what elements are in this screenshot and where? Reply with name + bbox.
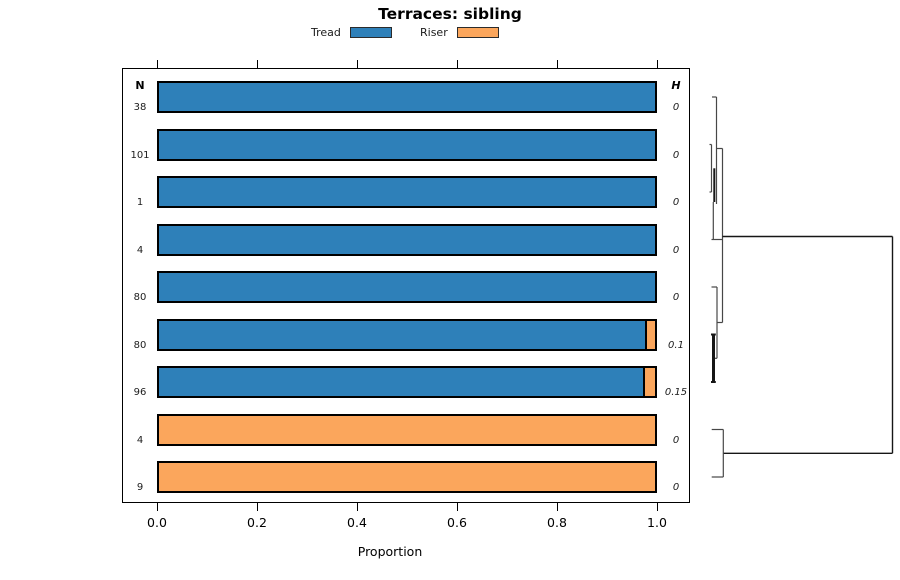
x-tick-bottom <box>356 503 358 511</box>
x-tick-bottom <box>656 503 658 511</box>
bar-cabba <box>157 461 657 493</box>
h-value-arnegard: 0 <box>672 244 680 256</box>
x-tick-top <box>356 60 358 68</box>
n-value-belfield: 80 <box>133 292 147 303</box>
h-value-felor: 0 <box>672 197 680 208</box>
h-value-belfield: 0 <box>672 292 680 303</box>
x-tick-top <box>556 60 558 68</box>
bar-rhoades <box>157 81 657 113</box>
x-axis-label: Proportion <box>357 544 423 559</box>
tread-segment <box>159 320 646 349</box>
tread-segment <box>159 130 655 159</box>
riser-segment <box>645 320 655 349</box>
x-tick-top <box>156 60 158 68</box>
h-value-shambo: 0 <box>672 149 680 161</box>
legend-label-riser: Riser <box>420 26 448 39</box>
x-tick-label: 1.0 <box>647 515 667 530</box>
legend-label-tread: Tread <box>311 26 341 39</box>
x-tick-top <box>256 60 258 68</box>
x-tick-bottom <box>556 503 558 511</box>
h-value-farnuf: 0.15 <box>664 387 688 398</box>
x-tick-label: 0.0 <box>147 515 167 530</box>
n-value-arnegard: 4 <box>136 244 144 256</box>
tread-segment <box>159 178 655 206</box>
x-tick-bottom <box>156 503 158 511</box>
tread-segment <box>159 83 655 111</box>
x-tick-label: 0.8 <box>547 515 567 530</box>
n-column-header: N <box>135 79 145 92</box>
bar-reeder <box>157 413 657 446</box>
legend-item-riser: Riser <box>420 26 499 39</box>
h-value-reeder: 0 <box>672 434 680 446</box>
x-tick-top <box>456 60 458 68</box>
riser-segment <box>159 415 655 444</box>
n-value-farnuf: 96 <box>133 387 147 398</box>
riser-segment <box>159 463 655 491</box>
x-tick-bottom <box>256 503 258 511</box>
x-tick-bottom <box>456 503 458 511</box>
bar-arnegard <box>157 223 657 256</box>
n-value-felor: 1 <box>136 197 144 208</box>
bar-daglum <box>157 318 657 351</box>
bar-farnuf <box>157 366 657 398</box>
h-column-header: H <box>671 79 681 92</box>
tread-segment <box>159 225 655 254</box>
tread-swatch-icon <box>349 27 392 38</box>
riser-segment <box>642 368 655 396</box>
bar-shambo <box>157 128 657 161</box>
x-tick-top <box>656 60 658 68</box>
n-value-rhoades: 38 <box>133 102 147 113</box>
x-tick-label: 0.2 <box>247 515 267 530</box>
tread-segment <box>159 368 643 396</box>
n-value-cabba: 9 <box>136 482 144 493</box>
riser-swatch-icon <box>456 27 499 38</box>
plot-area-box <box>122 68 690 503</box>
n-value-daglum: 80 <box>133 339 147 351</box>
h-value-cabba: 0 <box>672 482 680 493</box>
h-value-rhoades: 0 <box>672 102 680 113</box>
h-value-daglum: 0.1 <box>668 339 684 351</box>
chart-title: Terraces: sibling <box>378 5 522 23</box>
x-tick-label: 0.6 <box>447 515 467 530</box>
bar-belfield <box>157 271 657 303</box>
legend-item-tread: Tread <box>311 26 392 39</box>
bar-felor <box>157 176 657 208</box>
n-value-reeder: 4 <box>136 434 144 446</box>
tread-segment <box>159 273 655 301</box>
x-tick-label: 0.4 <box>347 515 367 530</box>
n-value-shambo: 101 <box>130 149 150 161</box>
